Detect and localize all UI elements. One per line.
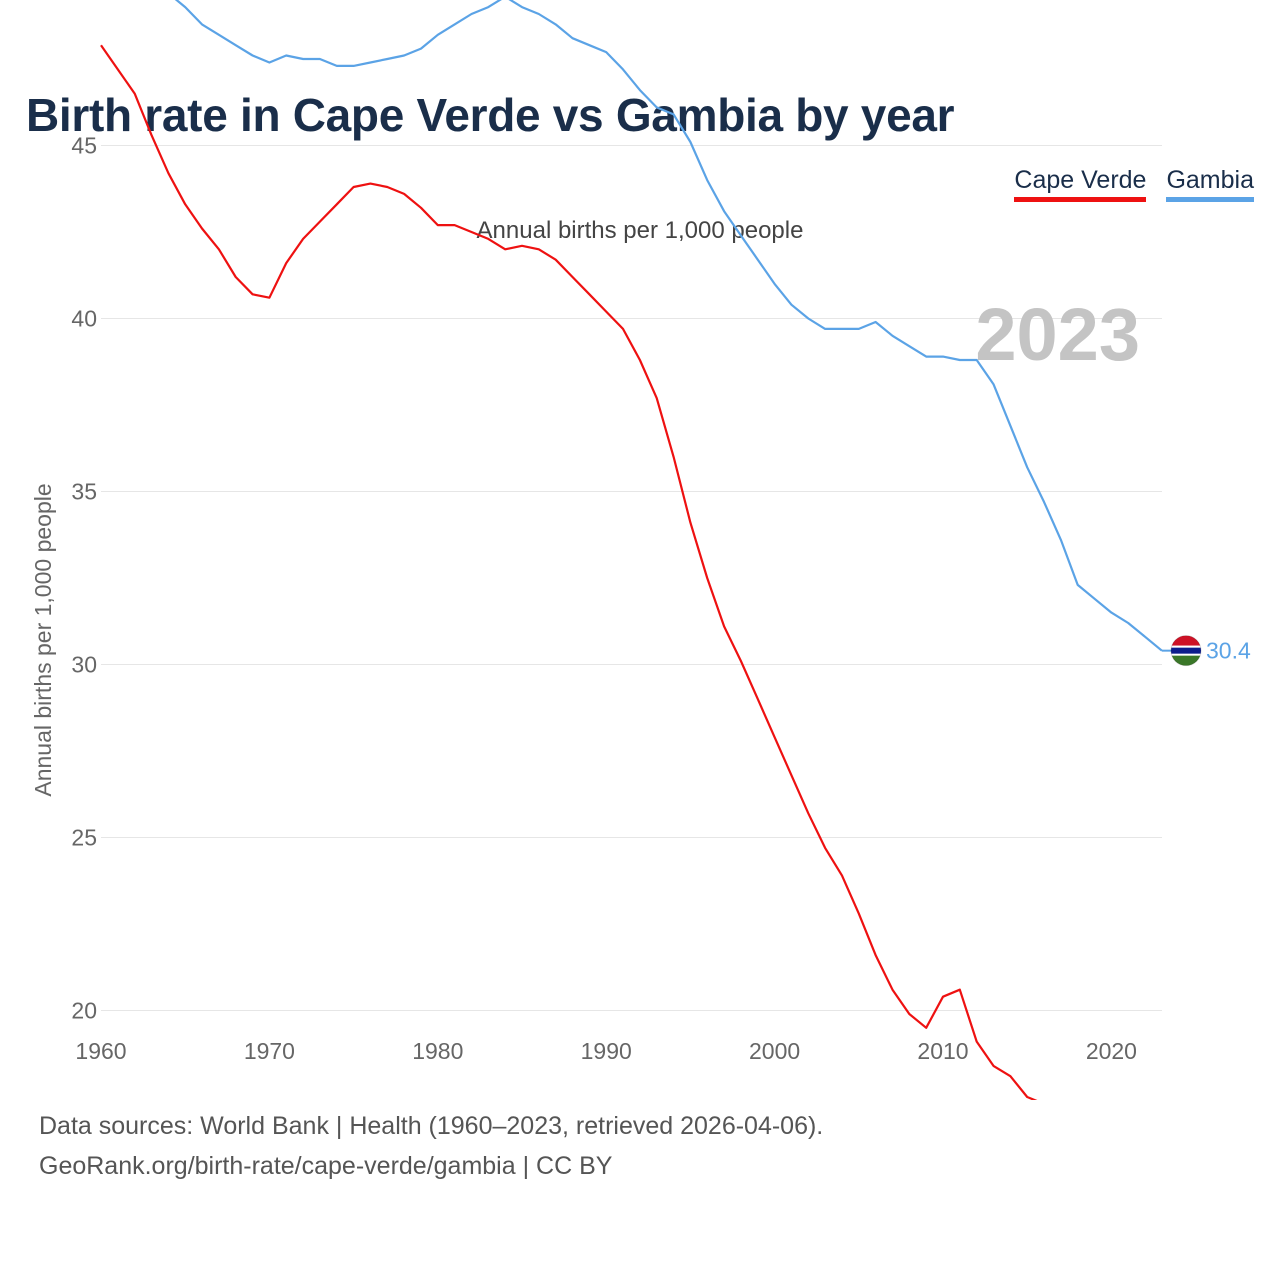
year-watermark: 2023: [975, 293, 1140, 376]
x-tick-label: 1960: [75, 1038, 126, 1064]
y-axis-label: Annual births per 1,000 people: [30, 483, 56, 796]
series-line-gambia[interactable]: [101, 0, 1163, 652]
flag-icon-gambia: [1170, 635, 1202, 667]
footer: Data sources: World Bank | Health (1960–…: [39, 1106, 823, 1186]
x-tick-label: 2010: [917, 1038, 968, 1064]
footer-sources: Data sources: World Bank | Health (1960–…: [39, 1112, 824, 1140]
y-tick-label: 25: [71, 825, 97, 851]
y-tick-label: 30: [71, 652, 97, 678]
chart-subtitle: Annual births per 1,000 people: [476, 217, 804, 244]
chart-title: Birth rate in Cape Verde vs Gambia by ye…: [26, 89, 955, 141]
x-tick-label: 2000: [749, 1038, 800, 1064]
y-tick-label: 40: [71, 306, 97, 332]
legend-item-cape-verde[interactable]: Cape Verde: [1014, 166, 1147, 202]
legend-item-gambia[interactable]: Gambia: [1166, 166, 1254, 202]
y-tick-label: 20: [71, 998, 97, 1024]
x-tick-label: 1990: [581, 1038, 632, 1064]
x-tick-label: 1980: [412, 1038, 463, 1064]
y-tick-label: 35: [71, 479, 97, 505]
end-value-label-gambia: 30.4: [1206, 638, 1251, 664]
footer-link[interactable]: GeoRank.org/birth-rate/cape-verde/gambia…: [39, 1152, 613, 1180]
x-tick-label: 2020: [1086, 1038, 1137, 1064]
series-line-cape-verde[interactable]: [100, 44, 1162, 1100]
line-chart: 1520253035404550196019701980199020002010…: [30, 0, 1251, 1100]
legend: Cape Verde Gambia: [1014, 166, 1254, 202]
y-tick-label: 45: [71, 133, 97, 159]
x-tick-label: 1970: [244, 1038, 295, 1064]
